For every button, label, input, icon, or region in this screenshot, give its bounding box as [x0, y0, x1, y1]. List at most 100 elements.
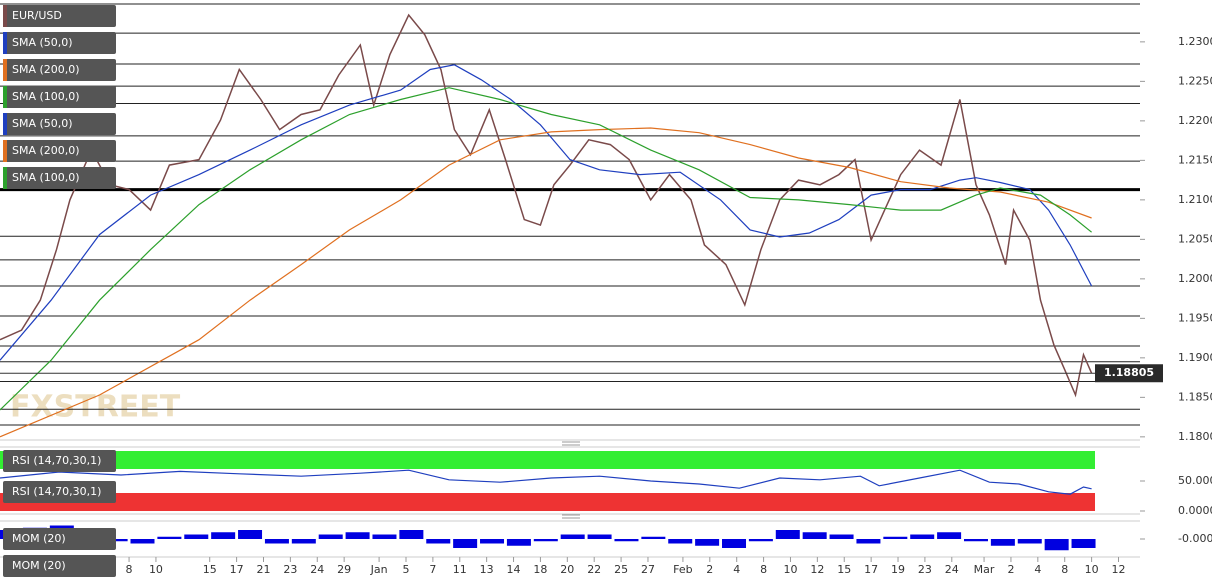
mom-bar	[318, 534, 343, 539]
legend-label: SMA (50,0)	[12, 36, 73, 49]
y-tick-label: 1.1950	[1178, 311, 1212, 324]
legend-label: RSI (14,70,30,1)	[12, 454, 101, 467]
mom-bar	[560, 534, 585, 539]
mom-bar	[426, 539, 451, 544]
x-tick-label: 20	[560, 563, 574, 576]
rsi-band	[0, 493, 1095, 511]
x-tick-label: 17	[230, 563, 244, 576]
y-tick-label: 1.2200	[1178, 114, 1212, 127]
y-tick-label: 1.2300	[1178, 35, 1212, 48]
mom-bar	[748, 539, 773, 542]
legend-box	[3, 167, 116, 189]
mom-bar	[264, 539, 289, 544]
x-tick-label: 12	[810, 563, 824, 576]
x-tick-label: 15	[837, 563, 851, 576]
legend-label: MOM (20)	[12, 559, 66, 572]
y-tick-label: 1.1800	[1178, 430, 1212, 443]
legend-swatch	[3, 140, 7, 162]
y-tick-label: 50.0000	[1178, 474, 1212, 487]
x-tick-label: 23	[283, 563, 297, 576]
mom-bar	[937, 532, 962, 539]
legend-label: RSI (14,70,30,1)	[12, 485, 101, 498]
mom-bar	[291, 539, 316, 544]
legend-box	[3, 450, 116, 472]
last-price-box	[1095, 364, 1163, 383]
x-tick-label: 10	[1085, 563, 1099, 576]
x-tick-label: Jan	[370, 563, 388, 576]
x-tick-label: 10	[783, 563, 797, 576]
panel-grip[interactable]	[562, 441, 580, 446]
x-tick-label: 14	[507, 563, 521, 576]
legend-swatch	[3, 113, 7, 135]
legend-label: MOM (20)	[12, 532, 66, 545]
x-tick-label: 10	[149, 563, 163, 576]
mom-bar	[910, 534, 935, 539]
y-tick-label: 1.2250	[1178, 74, 1212, 87]
mom-bar	[506, 539, 531, 546]
mom-bar	[238, 530, 263, 539]
x-tick-label: 21	[256, 563, 270, 576]
legend-box	[3, 481, 116, 503]
mom-bar	[883, 536, 908, 539]
mom-bar	[533, 539, 558, 542]
x-tick-label: 22	[587, 563, 601, 576]
legend-box	[3, 32, 116, 54]
rsi-band	[0, 451, 1095, 469]
x-tick-label: 27	[641, 563, 655, 576]
last-price-label: 1.18805	[1104, 366, 1154, 379]
mom-bar	[1017, 539, 1042, 544]
mom-bar	[184, 534, 209, 539]
x-tick-label: 24	[945, 563, 959, 576]
x-tick-label: 19	[891, 563, 905, 576]
x-tick-label: 8	[126, 563, 133, 576]
x-tick-label: 12	[1111, 563, 1125, 576]
x-tick-label: 7	[429, 563, 436, 576]
legend-swatch	[3, 32, 7, 54]
legend-box	[3, 528, 116, 550]
legend-box	[3, 5, 116, 27]
x-tick-label: 24	[310, 563, 324, 576]
x-tick-label: 4	[1034, 563, 1041, 576]
mom-bar	[990, 539, 1015, 546]
legend-label: SMA (50,0)	[12, 117, 73, 130]
legend-label: SMA (200,0)	[12, 144, 80, 157]
mom-bar	[211, 532, 236, 539]
mom-bar	[345, 532, 370, 539]
x-tick-label: Feb	[673, 563, 692, 576]
x-tick-label: 2	[706, 563, 713, 576]
y-tick-label: 1.1850	[1178, 390, 1212, 403]
mom-bar	[802, 532, 827, 539]
legend-box	[3, 140, 116, 162]
series-line	[0, 64, 1093, 361]
legend-box	[3, 86, 116, 108]
mom-bar	[587, 534, 612, 539]
mom-bar	[372, 534, 397, 539]
mom-bar	[829, 534, 854, 539]
mom-bar	[668, 539, 693, 544]
mom-bar	[856, 539, 881, 544]
legend-label: SMA (100,0)	[12, 90, 80, 103]
legend-box	[3, 113, 116, 135]
x-tick-label: Mar	[974, 563, 995, 576]
x-tick-label: 8	[760, 563, 767, 576]
x-tick-label: 18	[533, 563, 547, 576]
y-tick-label: 1.2100	[1178, 193, 1212, 206]
legend-label: SMA (200,0)	[12, 63, 80, 76]
mom-bar	[157, 536, 182, 539]
mom-bar	[641, 536, 666, 539]
y-tick-label: 1.2150	[1178, 153, 1212, 166]
legend-label: EUR/USD	[12, 9, 62, 22]
mom-bar	[130, 539, 155, 544]
legend-label: SMA (100,0)	[12, 171, 80, 184]
series-line	[0, 127, 1092, 438]
mom-bar	[1044, 539, 1069, 551]
legend-box	[3, 555, 116, 577]
mom-bar	[695, 539, 720, 546]
mom-bar	[722, 539, 747, 548]
x-tick-label: 23	[918, 563, 932, 576]
y-tick-label: 1.2000	[1178, 272, 1212, 285]
y-tick-label: 0.0000	[1178, 504, 1212, 517]
panel-grip[interactable]	[562, 514, 580, 519]
